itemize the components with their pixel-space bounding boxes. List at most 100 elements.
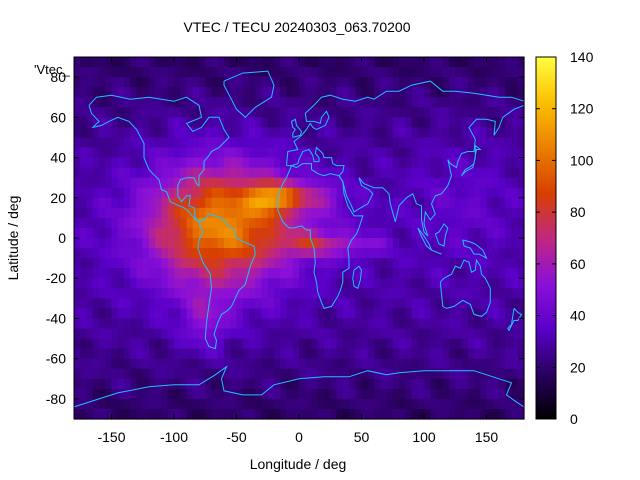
tec-cell <box>367 77 375 88</box>
tec-cell <box>286 187 294 199</box>
tec-cell <box>392 97 400 108</box>
tec-cell <box>236 258 244 269</box>
tec-cell <box>467 288 475 299</box>
tec-cell <box>99 388 106 400</box>
tec-cell <box>480 217 488 229</box>
tec-cell <box>199 217 206 229</box>
tec-cell <box>205 127 213 139</box>
tec-cell <box>161 378 169 390</box>
tec-cell <box>242 217 250 229</box>
tec-cell <box>274 248 281 259</box>
tec-cell <box>199 127 206 139</box>
tec-cell <box>236 137 244 149</box>
tec-cell <box>149 147 156 159</box>
tec-cell <box>305 328 313 340</box>
tec-cell <box>86 238 94 249</box>
tec-cell <box>224 328 231 340</box>
tec-cell <box>199 338 206 350</box>
tec-cell <box>380 398 388 410</box>
tec-cell <box>317 127 325 139</box>
tec-cell <box>330 408 338 420</box>
tec-cell <box>511 147 519 159</box>
tec-cell <box>80 338 88 350</box>
tec-cell <box>124 127 131 139</box>
tec-cell <box>492 87 500 98</box>
tec-cell <box>486 67 494 78</box>
tec-cell <box>355 328 363 340</box>
tec-cell <box>142 388 150 400</box>
tec-cell <box>480 127 488 139</box>
tec-cell <box>86 67 94 78</box>
tec-cell <box>86 217 94 229</box>
tec-cell <box>267 338 275 350</box>
tec-cell <box>274 97 281 108</box>
tec-cell <box>199 258 206 269</box>
tec-cell <box>386 117 394 128</box>
tec-cell <box>130 378 138 390</box>
tec-cell <box>255 67 263 78</box>
tec-cell <box>417 328 425 340</box>
tec-cell <box>411 197 419 209</box>
tec-cell <box>211 368 219 380</box>
tec-cell <box>411 117 419 128</box>
tec-cell <box>230 197 238 209</box>
tec-cell <box>199 157 206 169</box>
tec-cell <box>155 278 163 289</box>
tec-cell <box>267 298 275 309</box>
tec-cell <box>267 137 275 149</box>
tec-cell <box>392 318 400 330</box>
tec-cell <box>455 238 463 249</box>
tec-cell <box>192 197 200 209</box>
tec-cell <box>417 248 425 259</box>
tec-cell <box>517 358 525 370</box>
tec-cell <box>105 67 113 78</box>
tec-cell <box>80 87 88 98</box>
tec-cell <box>499 288 506 299</box>
tec-cell <box>217 348 225 360</box>
tec-cell <box>211 137 219 149</box>
tec-cell <box>205 398 213 410</box>
tec-cell <box>242 378 250 390</box>
tec-cell <box>80 187 88 199</box>
tec-cell <box>155 77 163 88</box>
tec-cell <box>242 308 250 320</box>
tec-cell <box>236 268 244 279</box>
tec-cell <box>280 258 288 269</box>
tec-cell <box>342 268 350 279</box>
tec-cell <box>111 177 119 189</box>
tec-cell <box>511 288 519 299</box>
tec-cell <box>80 97 88 108</box>
tec-cell <box>480 348 488 360</box>
tec-cell <box>292 137 300 149</box>
tec-cell <box>392 368 400 380</box>
tec-cell <box>336 328 344 340</box>
tec-cell <box>480 117 488 128</box>
tec-cell <box>161 388 169 400</box>
tec-cell <box>286 197 294 209</box>
tec-cell <box>124 67 131 78</box>
tec-cell <box>130 408 138 420</box>
tec-cell <box>349 348 356 360</box>
tec-cell <box>430 268 438 279</box>
tec-cell <box>411 207 419 219</box>
tec-cell <box>142 177 150 189</box>
tec-cell <box>92 328 100 340</box>
tec-cell <box>499 147 506 159</box>
tec-cell <box>249 308 256 320</box>
tec-cell <box>161 207 169 219</box>
tec-cell <box>274 268 281 279</box>
tec-cell <box>86 308 94 320</box>
colorbar-tick-label: 60 <box>570 256 586 272</box>
tec-cell <box>111 368 119 380</box>
tec-cell <box>336 258 344 269</box>
tec-cell <box>505 117 513 128</box>
tec-cell <box>342 77 350 88</box>
tec-cell <box>180 318 188 330</box>
tec-cell <box>136 408 144 420</box>
tec-cell <box>111 318 119 330</box>
tec-cell <box>492 207 500 219</box>
tec-cell <box>380 318 388 330</box>
tec-cell <box>349 368 356 380</box>
tec-cell <box>74 338 81 350</box>
tec-cell <box>467 368 475 380</box>
